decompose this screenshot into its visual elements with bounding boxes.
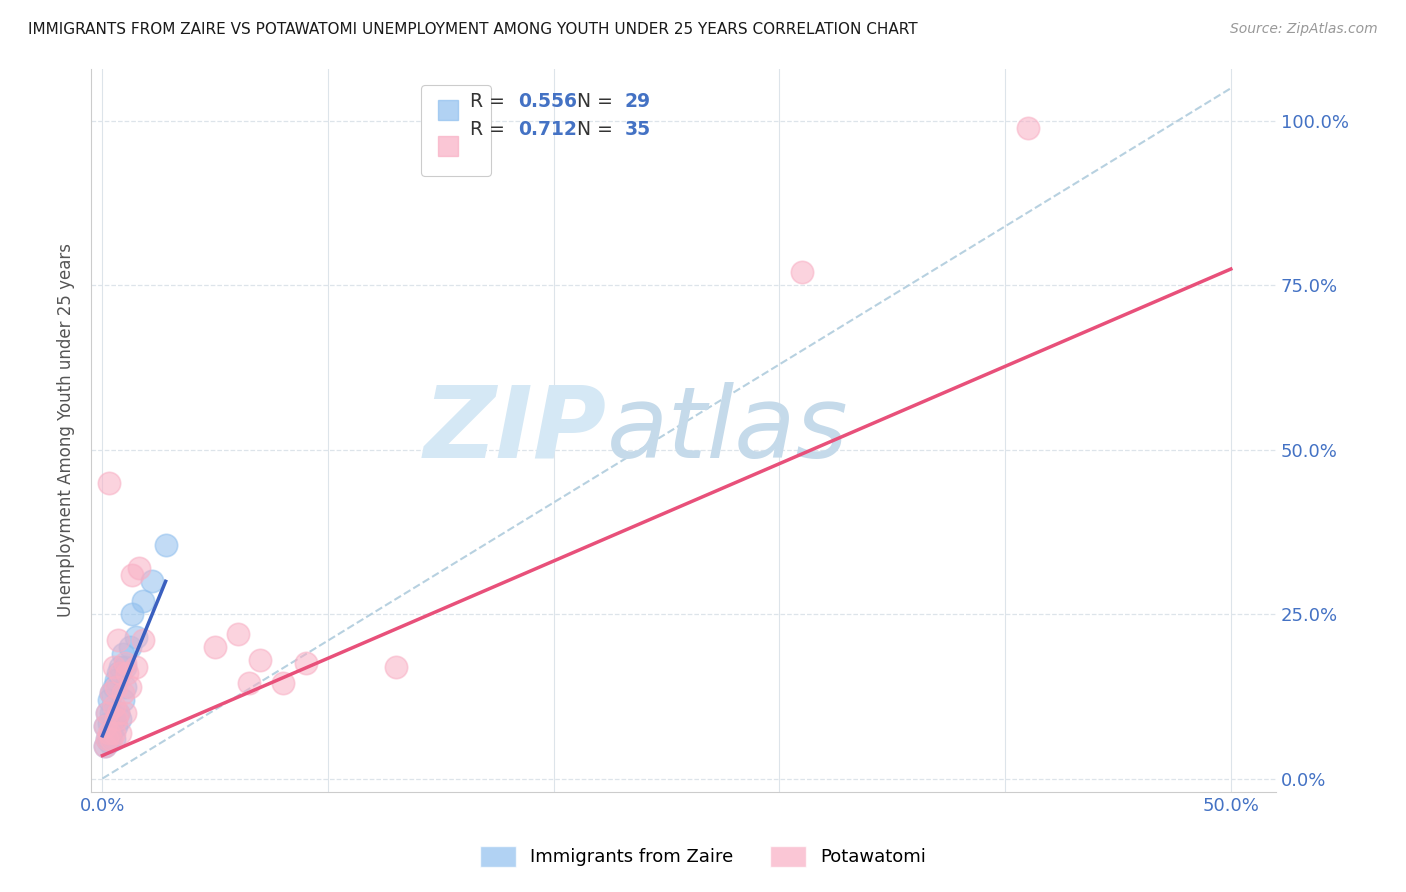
Point: [93, 719, 115, 733]
Point: [98, 692, 121, 706]
Point: [125, 630, 148, 644]
Point: [104, 673, 127, 687]
Point: [96, 732, 118, 747]
Point: [155, 538, 177, 552]
Text: 29: 29: [624, 92, 651, 111]
Point: [141, 574, 163, 589]
Text: R =: R =: [470, 120, 512, 139]
Point: [103, 712, 125, 726]
Point: [132, 594, 155, 608]
Point: [100, 686, 122, 700]
Point: [121, 607, 143, 622]
Point: [98, 715, 121, 730]
Point: [118, 680, 141, 694]
Point: [271, 676, 294, 690]
Point: [107, 706, 129, 720]
Point: [125, 660, 148, 674]
Point: [93, 739, 115, 753]
Point: [96, 706, 118, 720]
Point: [110, 725, 132, 739]
Point: [103, 680, 125, 694]
Text: 35: 35: [624, 120, 651, 139]
Point: [98, 735, 121, 749]
Point: [103, 725, 125, 739]
Point: [249, 653, 271, 667]
Point: [294, 657, 316, 671]
Point: [114, 680, 136, 694]
Point: [111, 686, 134, 700]
Point: [107, 666, 129, 681]
Text: N =: N =: [565, 92, 619, 111]
Point: [104, 680, 127, 694]
Point: [104, 719, 127, 733]
Point: [790, 265, 813, 279]
Point: [1017, 120, 1039, 135]
Point: [98, 475, 121, 490]
Y-axis label: Unemployment Among Youth under 25 years: Unemployment Among Youth under 25 years: [58, 244, 75, 617]
Point: [107, 706, 129, 720]
Point: [103, 660, 125, 674]
Point: [114, 657, 136, 671]
Point: [385, 660, 408, 674]
Point: [98, 725, 121, 739]
Point: [96, 732, 118, 747]
Point: [114, 706, 136, 720]
Point: [118, 640, 141, 654]
Text: R =: R =: [470, 92, 512, 111]
Point: [117, 666, 139, 681]
Text: 0.712: 0.712: [517, 120, 576, 139]
Legend: , : ,: [420, 86, 491, 176]
Point: [110, 660, 132, 674]
Point: [103, 699, 125, 714]
Point: [132, 633, 155, 648]
Point: [110, 666, 132, 681]
Point: [121, 567, 143, 582]
Point: [100, 725, 122, 739]
Point: [114, 660, 136, 674]
Point: [93, 739, 115, 753]
Point: [128, 561, 150, 575]
Text: atlas: atlas: [606, 382, 848, 479]
Point: [96, 706, 118, 720]
Point: [111, 647, 134, 661]
Point: [104, 712, 127, 726]
Point: [110, 712, 132, 726]
Point: [204, 640, 226, 654]
Point: [100, 732, 122, 747]
Point: [100, 706, 122, 720]
Point: [111, 692, 134, 706]
Legend: Immigrants from Zaire, Potawatomi: Immigrants from Zaire, Potawatomi: [472, 838, 934, 874]
Point: [100, 686, 122, 700]
Text: N =: N =: [565, 120, 619, 139]
Text: ZIP: ZIP: [423, 382, 606, 479]
Point: [93, 719, 115, 733]
Text: Source: ZipAtlas.com: Source: ZipAtlas.com: [1230, 22, 1378, 37]
Text: IMMIGRANTS FROM ZAIRE VS POTAWATOMI UNEMPLOYMENT AMONG YOUTH UNDER 25 YEARS CORR: IMMIGRANTS FROM ZAIRE VS POTAWATOMI UNEM…: [28, 22, 918, 37]
Point: [238, 676, 260, 690]
Point: [107, 633, 129, 648]
Point: [103, 732, 125, 747]
Text: 0.556: 0.556: [517, 92, 576, 111]
Point: [226, 627, 249, 641]
